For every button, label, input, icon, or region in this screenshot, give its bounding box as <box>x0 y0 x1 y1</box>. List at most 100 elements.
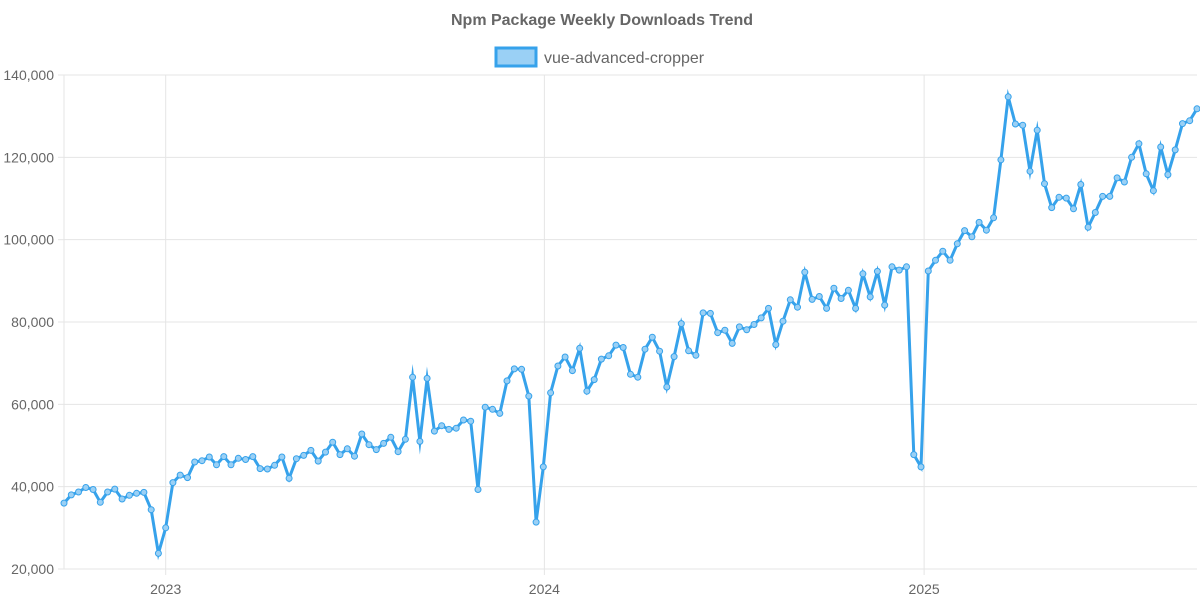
data-point[interactable] <box>423 374 431 382</box>
data-point[interactable] <box>968 233 976 241</box>
data-point[interactable] <box>387 433 395 441</box>
data-point[interactable] <box>961 227 969 235</box>
data-point[interactable] <box>416 437 424 445</box>
data-point[interactable] <box>576 344 584 352</box>
data-point[interactable] <box>910 451 918 459</box>
data-point[interactable] <box>641 345 649 353</box>
data-point[interactable] <box>467 417 475 425</box>
data-point[interactable] <box>590 376 598 384</box>
data-point[interactable] <box>510 365 518 373</box>
data-point[interactable] <box>1084 223 1092 231</box>
data-point[interactable] <box>96 498 104 506</box>
data-point[interactable] <box>474 486 482 493</box>
data-point[interactable] <box>1033 126 1041 134</box>
data-point[interactable] <box>939 247 947 255</box>
data-point[interactable] <box>982 226 990 234</box>
data-point[interactable] <box>539 463 547 471</box>
data-point[interactable] <box>1149 187 1157 195</box>
data-point[interactable] <box>380 439 388 447</box>
data-point[interactable] <box>953 240 961 248</box>
data-point[interactable] <box>859 270 867 278</box>
data-point[interactable] <box>677 320 685 328</box>
legend[interactable]: vue-advanced-cropper <box>494 46 705 68</box>
data-point[interactable] <box>1106 192 1114 200</box>
data-point[interactable] <box>685 347 693 355</box>
data-point[interactable] <box>946 256 954 264</box>
data-point[interactable] <box>714 329 722 337</box>
data-point[interactable] <box>823 304 831 312</box>
data-point[interactable] <box>438 422 446 430</box>
data-point[interactable] <box>1164 171 1172 179</box>
data-point[interactable] <box>169 479 177 487</box>
data-point[interactable] <box>532 518 540 526</box>
data-point[interactable] <box>750 321 758 328</box>
data-point[interactable] <box>111 485 119 493</box>
data-point[interactable] <box>198 457 206 465</box>
data-point[interactable] <box>1142 170 1150 178</box>
data-point[interactable] <box>881 301 889 309</box>
data-point[interactable] <box>358 430 366 438</box>
data-point[interactable] <box>634 373 642 381</box>
data-point[interactable] <box>460 416 467 424</box>
data-point[interactable] <box>757 314 765 322</box>
data-point[interactable] <box>430 427 438 435</box>
data-point[interactable] <box>1070 205 1077 213</box>
data-point[interactable] <box>1077 181 1085 188</box>
data-point[interactable] <box>278 453 286 461</box>
data-point[interactable] <box>329 438 337 446</box>
data-point[interactable] <box>873 267 881 275</box>
data-point[interactable] <box>489 405 496 413</box>
data-point[interactable] <box>924 267 932 275</box>
data-point[interactable] <box>1135 140 1143 148</box>
data-point[interactable] <box>394 448 402 456</box>
data-point[interactable] <box>271 461 279 469</box>
data-point[interactable] <box>728 339 736 347</box>
data-point[interactable] <box>213 461 220 469</box>
data-point[interactable] <box>125 491 133 499</box>
data-point[interactable] <box>554 362 562 370</box>
data-point[interactable] <box>503 377 511 385</box>
data-point[interactable] <box>568 367 576 375</box>
data-point[interactable] <box>1004 93 1012 101</box>
data-point[interactable] <box>409 373 417 381</box>
data-point[interactable] <box>808 295 816 303</box>
data-point[interactable] <box>699 309 707 317</box>
data-point[interactable] <box>60 499 68 507</box>
data-point[interactable] <box>1048 204 1056 212</box>
data-point[interactable] <box>496 409 504 417</box>
data-point[interactable] <box>205 453 213 461</box>
data-point[interactable] <box>292 455 300 463</box>
data-point[interactable] <box>743 326 751 334</box>
data-point[interactable] <box>1011 120 1019 128</box>
data-point[interactable] <box>401 435 409 443</box>
data-point[interactable] <box>903 263 910 271</box>
data-point[interactable] <box>343 445 351 453</box>
data-point[interactable] <box>481 403 489 411</box>
data-point[interactable] <box>997 156 1005 164</box>
data-point[interactable] <box>801 268 809 276</box>
data-point[interactable] <box>154 549 162 557</box>
data-point[interactable] <box>815 293 823 300</box>
data-point[interactable] <box>191 458 199 466</box>
data-point[interactable] <box>256 465 264 473</box>
data-point[interactable] <box>866 293 874 301</box>
data-point[interactable] <box>888 263 896 271</box>
data-point[interactable] <box>1157 143 1165 151</box>
data-point[interactable] <box>285 474 293 482</box>
data-point[interactable] <box>365 441 373 449</box>
data-point[interactable] <box>1171 146 1179 154</box>
data-point[interactable] <box>351 452 358 460</box>
data-point[interactable] <box>1113 174 1121 182</box>
data-point[interactable] <box>794 303 801 311</box>
data-point[interactable] <box>140 488 148 496</box>
data-point[interactable] <box>844 286 852 294</box>
data-point[interactable] <box>1062 194 1070 202</box>
data-point[interactable] <box>452 424 460 432</box>
data-point[interactable] <box>1186 117 1194 125</box>
data-point[interactable] <box>830 284 838 292</box>
data-point[interactable] <box>627 370 634 378</box>
data-point[interactable] <box>583 387 591 395</box>
data-point[interactable] <box>721 326 729 334</box>
data-point[interactable] <box>314 457 322 465</box>
data-point[interactable] <box>104 488 112 496</box>
